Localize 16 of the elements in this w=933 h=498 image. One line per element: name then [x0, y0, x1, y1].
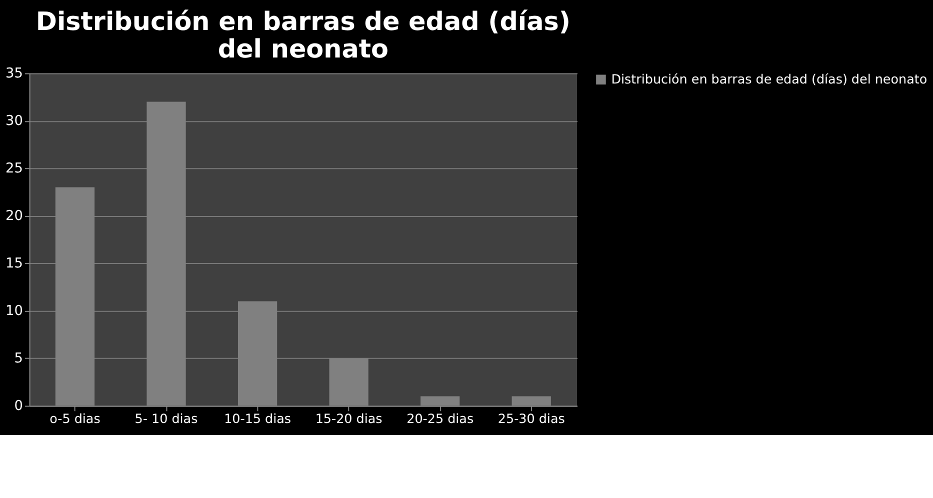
x-tick-label: 20-25 dias — [406, 410, 474, 426]
legend-label: Distribución en barras de edad (días) del neonato — [611, 72, 928, 87]
y-tick-label: 0 — [14, 398, 23, 414]
x-tick-label: 10-15 dias — [224, 410, 292, 426]
y-tick-label: 30 — [6, 113, 23, 130]
y-tick-label: 15 — [6, 256, 23, 272]
y-tick-label: 20 — [6, 208, 23, 224]
y-tick-label: 10 — [6, 303, 23, 320]
chart-title: Distribución en barras de edad (días) del neonato — [36, 6, 570, 64]
x-tick-label: 15-20 dias — [315, 410, 382, 426]
y-tick-label: 35 — [6, 66, 23, 82]
x-tick-label: 25-30 dias — [498, 410, 565, 426]
x-tick-label: o-5 dias — [50, 410, 100, 426]
y-tick-label: 25 — [6, 160, 23, 177]
x-tick-label: 5- 10 dias — [134, 410, 198, 426]
y-tick-label: 5 — [14, 350, 23, 367]
